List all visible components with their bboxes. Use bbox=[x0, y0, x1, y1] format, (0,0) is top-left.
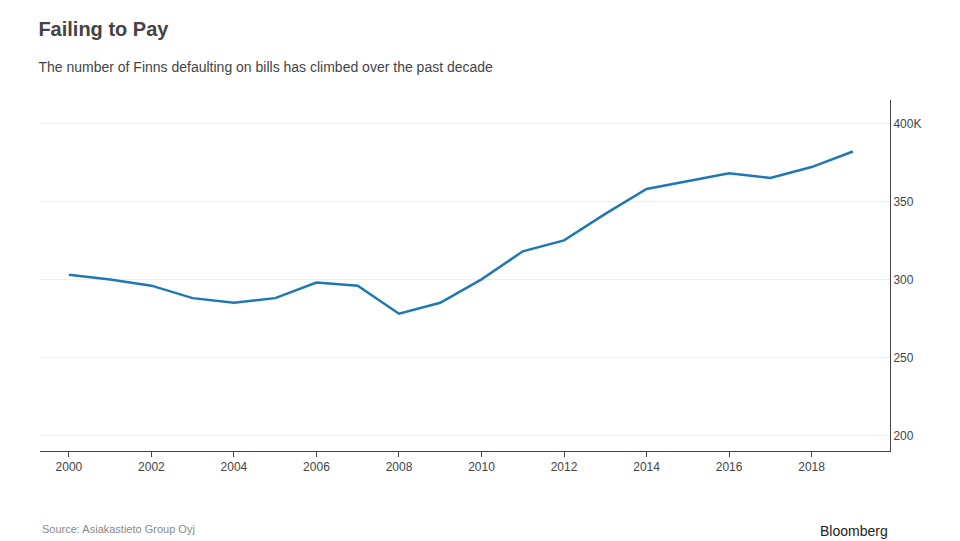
svg-text:2006: 2006 bbox=[303, 460, 330, 474]
svg-text:2014: 2014 bbox=[633, 460, 660, 474]
svg-text:2000: 2000 bbox=[56, 460, 83, 474]
svg-text:Source: Asiakastieto Group Oyj: Source: Asiakastieto Group Oyj bbox=[42, 523, 195, 535]
svg-text:2002: 2002 bbox=[138, 460, 165, 474]
svg-text:250: 250 bbox=[893, 351, 913, 365]
svg-text:2018: 2018 bbox=[798, 460, 825, 474]
svg-text:2012: 2012 bbox=[551, 460, 578, 474]
svg-text:400K: 400K bbox=[893, 117, 921, 131]
svg-text:2016: 2016 bbox=[716, 460, 743, 474]
svg-text:2004: 2004 bbox=[221, 460, 248, 474]
svg-text:The number of Finns defaulting: The number of Finns defaulting on bills … bbox=[38, 59, 493, 75]
svg-text:350: 350 bbox=[893, 195, 913, 209]
svg-text:300: 300 bbox=[893, 273, 913, 287]
svg-text:Bloomberg: Bloomberg bbox=[820, 523, 888, 539]
svg-text:200: 200 bbox=[893, 429, 913, 443]
svg-text:2010: 2010 bbox=[468, 460, 495, 474]
svg-text:Failing to Pay: Failing to Pay bbox=[38, 18, 169, 40]
svg-text:2008: 2008 bbox=[386, 460, 413, 474]
